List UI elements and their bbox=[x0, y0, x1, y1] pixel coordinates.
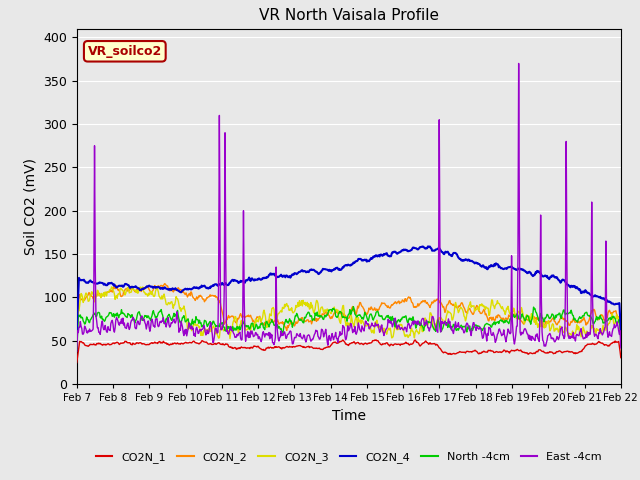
X-axis label: Time: Time bbox=[332, 408, 366, 422]
Title: VR North Vaisala Profile: VR North Vaisala Profile bbox=[259, 9, 439, 24]
Y-axis label: Soil CO2 (mV): Soil CO2 (mV) bbox=[24, 158, 38, 255]
Legend: CO2N_1, CO2N_2, CO2N_3, CO2N_4, North -4cm, East -4cm: CO2N_1, CO2N_2, CO2N_3, CO2N_4, North -4… bbox=[92, 447, 606, 467]
Text: VR_soilco2: VR_soilco2 bbox=[88, 45, 162, 58]
